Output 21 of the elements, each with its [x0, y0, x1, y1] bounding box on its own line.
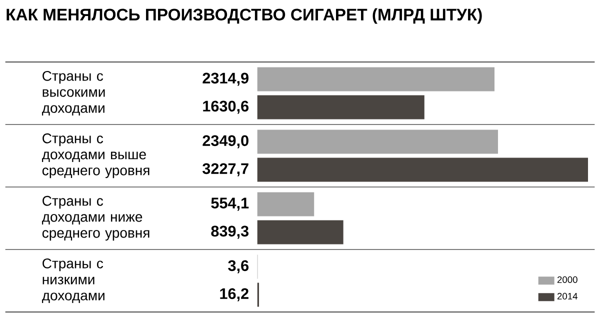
data-label: 2349,0: [202, 135, 248, 148]
data-label: 3227,7: [202, 163, 248, 176]
data-label: 839,3: [211, 226, 248, 239]
data-label: 16,2: [220, 288, 248, 302]
y-tick-label: Страны с высокими доходами: [42, 70, 105, 116]
data-label: 554,1: [211, 198, 249, 211]
legend-label: 2000: [557, 276, 578, 283]
chart-title: КАК МЕНЯЛОСЬ ПРОИЗВОДСТВО СИГАРЕТ (МЛРД ШТУК): [6, 8, 482, 24]
bar: [257, 95, 424, 120]
data-label: 3,6: [228, 260, 249, 274]
legend-label: 2014: [557, 292, 578, 300]
bar: [257, 192, 314, 216]
y-tick-label: Страны с доходами ниже среднего уровня: [42, 196, 150, 241]
bar: [257, 158, 588, 182]
bar: [257, 67, 494, 92]
bar: [257, 220, 344, 244]
y-tick-label: Страны с низкими доходами: [42, 258, 104, 304]
data-label: 1630,6: [203, 100, 248, 114]
bar: [257, 130, 498, 154]
data-label: 2314,9: [202, 72, 248, 86]
y-tick-label: Страны с доходами выше среднего уровня: [42, 133, 150, 178]
